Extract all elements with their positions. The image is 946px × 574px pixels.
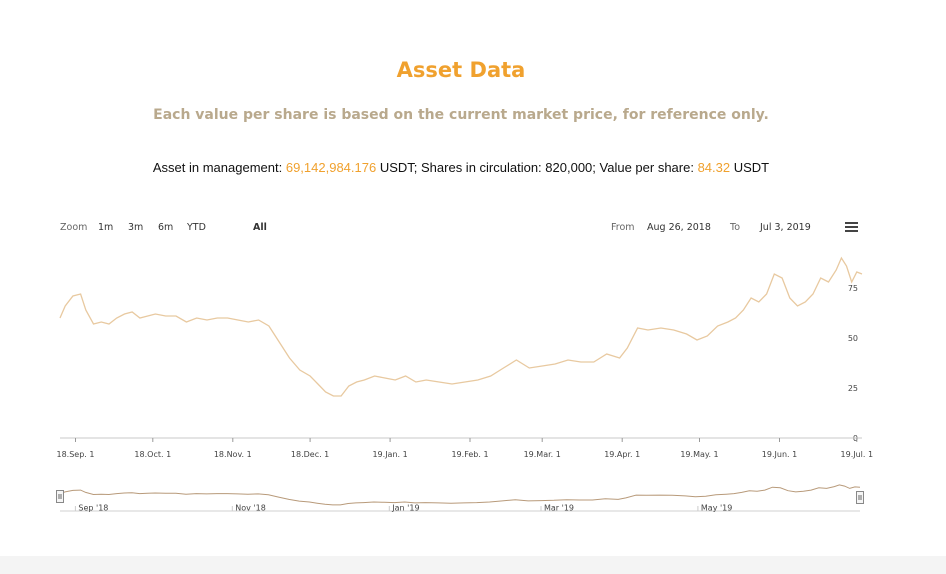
x-tick-label: 19.May. 1 [680,450,718,459]
page-bottom-strip [0,556,946,574]
y-tick-label: 50 [848,334,858,343]
navigator-tick-label: Sep '18 [78,504,108,513]
x-tick-label: 19.Jan. 1 [372,450,407,459]
zoom-ytd-button[interactable]: YTD [186,222,206,233]
x-tick-label: 18.Dec. 1 [291,450,329,459]
y-tick-label: 75 [848,284,858,293]
x-tick-label: 18.Nov. 1 [214,450,252,459]
page-title: Asset Data [396,58,526,82]
aum-unit: USDT; Shares in circulation: [376,160,546,175]
navigator-line [59,484,861,506]
zoom-label: Zoom [60,222,87,233]
zoom-1m-button[interactable]: 1m [98,222,113,233]
aum-value: 69,142,984.176 [285,160,377,175]
navigator-tick-label: May '19 [701,504,732,513]
x-axis: 18.Sep. 1 18.Oct. 1 18.Nov. 1 18.Dec. 1 19.J… [57,438,874,459]
navigator[interactable]: Sep '18 Nov '18 Jan '19 Mar '19 May '19 [56,484,864,513]
from-date-input[interactable]: Aug 26, 2018 [647,222,711,233]
x-tick-label: 19.Apr. 1 [604,450,640,459]
vps-label: ; Value per share: [592,160,698,175]
from-label: From [611,222,635,233]
x-tick-label: 19.Feb. 1 [451,450,488,459]
x-tick-label: 19.Mar. 1 [524,450,561,459]
to-label: To [729,222,740,233]
to-date-input[interactable]: Jul 3, 2019 [759,222,811,233]
navigator-tick-label: Jan '19 [391,504,419,513]
zoom-all-button[interactable]: All [253,222,267,233]
y-tick-label: 25 [848,384,858,393]
vps-value: 84.32 [697,160,731,175]
zoom-6m-button[interactable]: 6m [158,222,173,233]
navigator-right-handle[interactable] [856,491,864,504]
asset-info-line: Asset in management: 69,142,984.176 USDT… [0,160,922,175]
page-subtitle: Each value per share is based on the cur… [153,107,769,123]
aum-label: Asset in management: [152,160,286,175]
vps-unit: USDT [730,160,770,175]
x-tick-label: 18.Sep. 1 [57,450,95,459]
x-tick-label: 19.Jun. 1 [762,450,797,459]
x-tick-label: 18.Oct. 1 [134,450,171,459]
range-selector: Zoom 1m 3m 6m YTD All From Aug 26, 2018 … [60,222,858,233]
navigator-x-axis: Sep '18 Nov '18 Jan '19 Mar '19 May '19 [74,504,732,513]
shares-value: 820,000 [545,160,593,175]
x-tick-label: 19.Jul. 1 [841,450,874,459]
navigator-tick-label: Nov '18 [235,504,266,513]
hamburger-menu-icon[interactable] [845,222,858,232]
y-axis: 0255075 [848,284,858,443]
zoom-3m-button[interactable]: 3m [128,222,143,233]
navigator-left-handle[interactable] [56,490,64,503]
navigator-tick-label: Mar '19 [544,504,574,513]
value-per-share-line [59,256,863,397]
